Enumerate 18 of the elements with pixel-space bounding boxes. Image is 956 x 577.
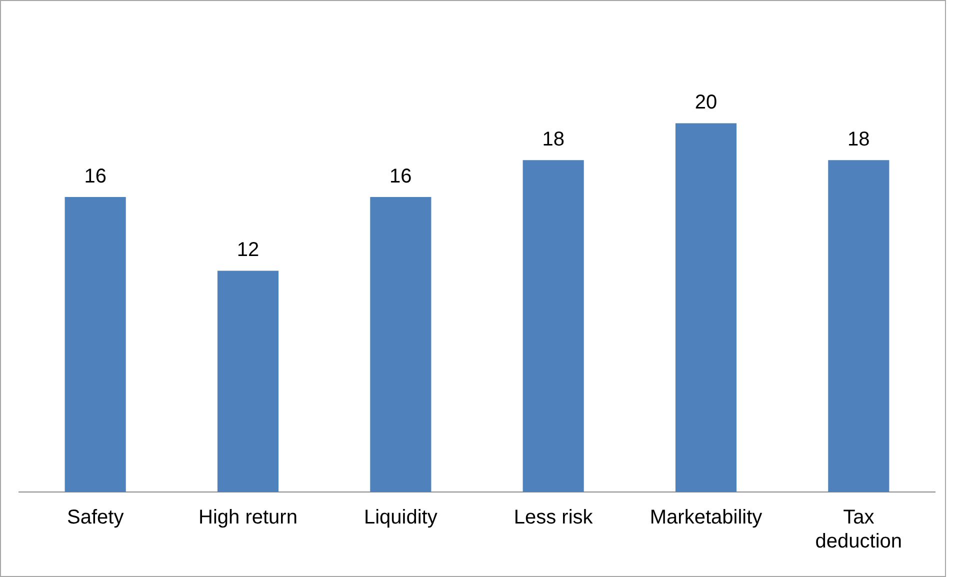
data-label: 18 <box>848 128 870 151</box>
x-tick-label: Tax deduction <box>815 506 902 553</box>
x-tick-label: Less risk <box>514 506 594 529</box>
bar <box>64 196 126 492</box>
x-tick-label: Marketability <box>650 506 762 529</box>
data-label: 20 <box>694 92 718 114</box>
bar <box>675 123 737 492</box>
bar <box>217 270 279 492</box>
bar <box>828 160 890 492</box>
x-tick-label: Safety <box>66 506 124 529</box>
data-label: 18 <box>542 128 564 151</box>
data-label: 16 <box>84 165 106 188</box>
x-tick-label: High return <box>198 506 298 529</box>
data-label: 16 <box>390 165 412 188</box>
data-label: 12 <box>236 239 260 262</box>
x-tick-label: Liquidity <box>364 506 438 529</box>
bar <box>522 160 584 492</box>
bar <box>370 196 432 492</box>
